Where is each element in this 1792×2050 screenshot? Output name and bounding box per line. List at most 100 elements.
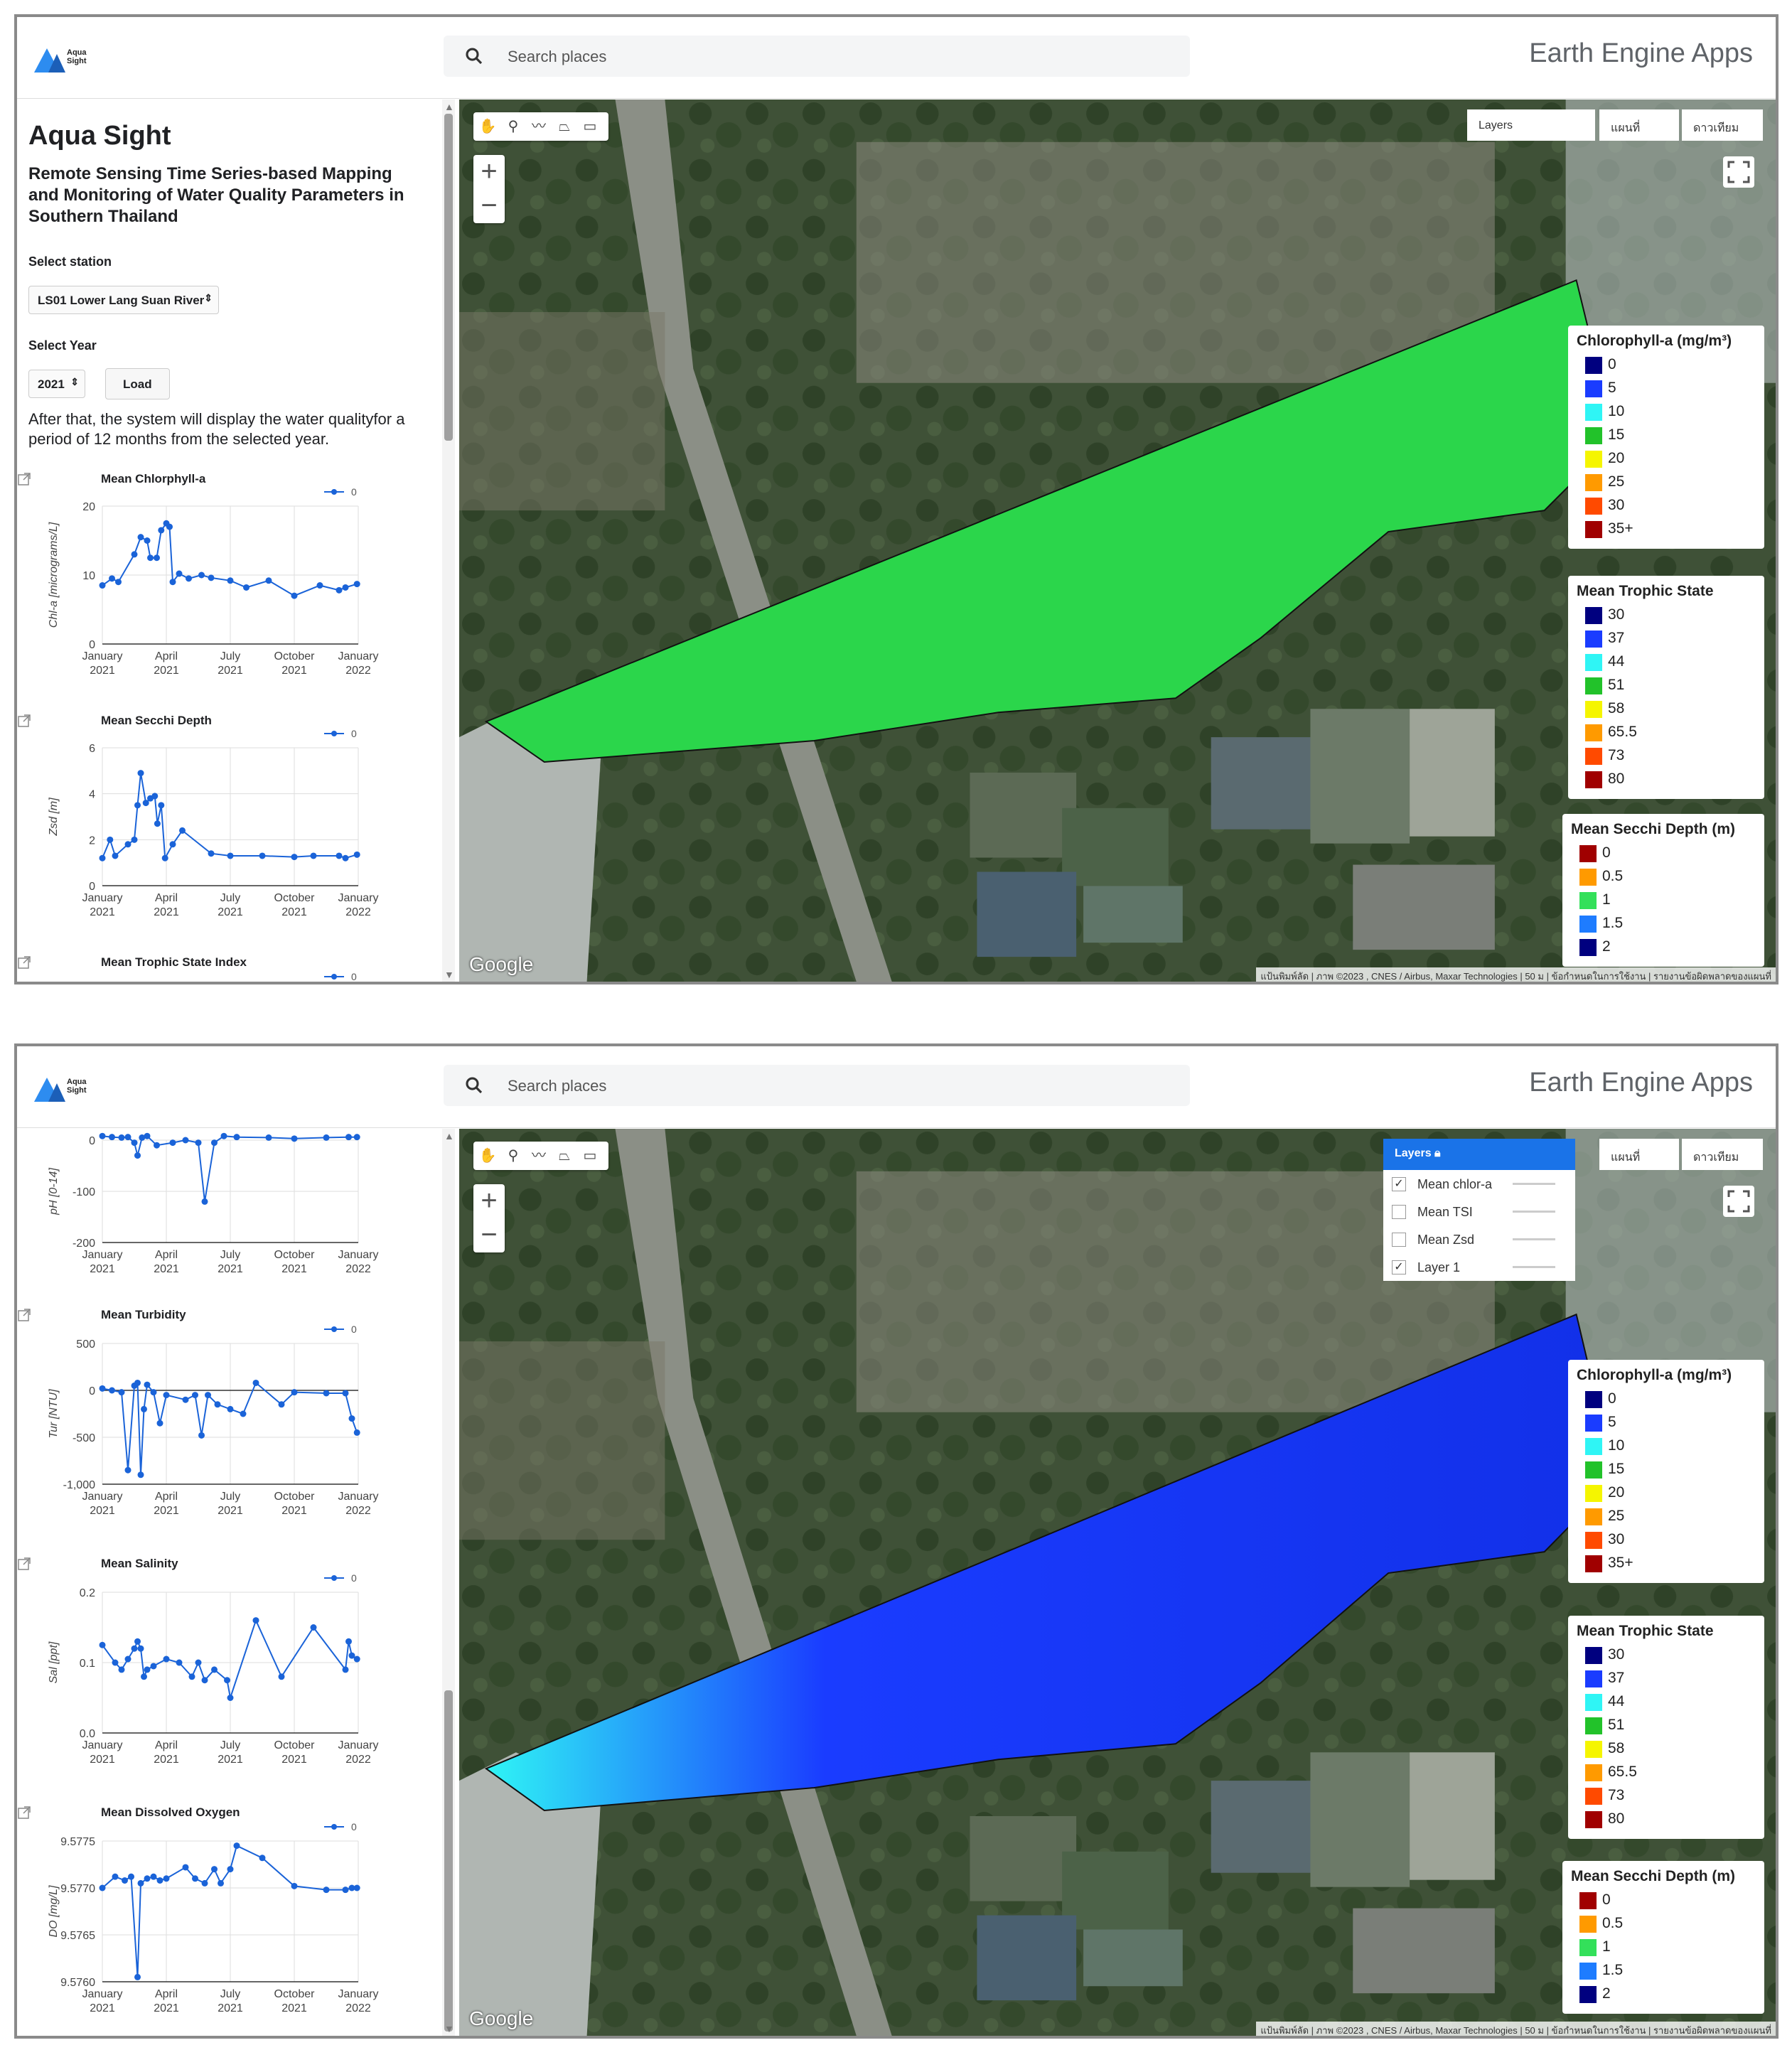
polygon-icon[interactable]: ⏢ [559,1148,570,1164]
side-panel: 0 -100 -200 January 2021 April 2021 July 2021 Oct… [17,1129,458,2036]
data-point [163,1875,170,1882]
x-tick-label: 2021 [218,665,243,677]
layer-checkbox[interactable]: ✓ [1392,1177,1406,1191]
map-view[interactable]: ✋ ⚲ 〰 ⏢ ▭ + − แผนที่ ดาวเทียม Layers 🔒︎ … [459,1129,1776,2036]
search-placeholder[interactable]: Search places [508,48,607,65]
layer-checkbox[interactable] [1392,1233,1406,1247]
data-point [220,1132,227,1139]
zoom-in-button[interactable]: + [481,1185,498,1216]
legend-value: 30 [1608,1531,1625,1547]
earth-engine-apps-brand[interactable]: Earth Engine Apps [1529,1068,1753,1098]
rectangle-icon[interactable]: ▭ [583,1148,597,1164]
data-point [144,537,151,544]
scroll-down-icon[interactable]: ▼ [444,969,454,980]
opacity-slider[interactable] [1513,1238,1555,1240]
legend-swatch [1579,916,1597,933]
x-tick-label: 2021 [154,1754,179,1766]
station-label: Select station [28,254,112,269]
load-button[interactable]: Load [105,368,170,399]
station-select[interactable]: LS01 Lower Lang Suan River ⇕ [28,286,219,314]
popout-icon[interactable] [17,714,31,728]
hand-icon[interactable]: ✋ [478,119,497,134]
layer-row[interactable]: Mean Zsd [1383,1225,1575,1253]
legend-row: 80 [1577,1808,1756,1832]
map-attribution[interactable]: แป้นพิมพ์ลัด | ภาพ ©2023 , CNES / Airbus… [1256,967,1776,982]
data-point [107,836,114,843]
panel-scrollbar[interactable]: ▲ ▼ [442,100,455,982]
map-type-satellite[interactable]: ดาวเทียม [1682,1139,1763,1170]
data-point [144,1875,151,1882]
scroll-up-icon[interactable]: ▲ [444,1130,454,1142]
legend-row: 65.5 [1577,721,1756,745]
legend-value: 0 [1608,356,1616,372]
y-tick-label: 0.1 [80,1658,95,1670]
polygon-icon[interactable]: ⏢ [559,119,570,134]
search-placeholder[interactable]: Search places [508,1077,607,1095]
legend-value: 30 [1608,1646,1625,1663]
scrollbar-thumb[interactable] [444,1690,453,2032]
zoom-out-button[interactable]: − [481,190,498,221]
layer-checkbox[interactable]: ✓ [1392,1260,1406,1274]
data-point [137,1645,144,1652]
marker-icon[interactable]: ⚲ [508,1148,519,1164]
popout-icon[interactable] [17,955,31,970]
legend-swatch [1585,357,1602,374]
scrollbar-thumb[interactable] [444,114,453,441]
popout-icon[interactable] [17,1557,31,1571]
data-point [198,1432,205,1439]
x-tick-label: 2021 [281,2002,307,2014]
map-type-map[interactable]: แผนที่ [1599,109,1679,141]
legend-value: 65.5 [1608,1764,1637,1780]
layer-checkbox[interactable] [1392,1205,1406,1219]
earth-engine-apps-brand[interactable]: Earth Engine Apps [1529,38,1753,68]
data-point [124,1655,132,1663]
legend-swatch [1585,1438,1602,1455]
map-type-satellite[interactable]: ดาวเทียม [1682,109,1763,141]
fullscreen-button[interactable] [1723,156,1754,188]
x-tick-label: 2021 [218,906,243,918]
map-view[interactable]: ✋ ⚲ 〰 ⏢ ▭ + − Layers แผนที่ ดาวเทียม Chl… [459,100,1776,982]
legend-marker [331,731,337,736]
line-icon[interactable]: 〰 [532,119,546,134]
layer-row[interactable]: ✓ Mean chlor-a [1383,1170,1575,1198]
scroll-up-icon[interactable]: ▲ [444,101,454,112]
popout-icon[interactable] [17,472,31,486]
rectangle-icon[interactable]: ▭ [583,119,597,134]
legend-swatch [1585,1811,1602,1828]
opacity-slider[interactable] [1513,1211,1555,1213]
data-point [342,584,349,591]
layer-row[interactable]: ✓ Layer 1 [1383,1253,1575,1281]
data-point [112,1659,119,1666]
hand-icon[interactable]: ✋ [478,1148,497,1164]
search-box[interactable]: Search places [444,1065,1190,1106]
x-tick-label: January [338,1249,379,1261]
layers-button[interactable]: Layers [1467,109,1595,141]
data-point [134,1973,141,1980]
year-select[interactable]: 2021 ⇕ [28,370,85,398]
map-type-map[interactable]: แผนที่ [1599,1139,1679,1170]
marker-icon[interactable]: ⚲ [508,119,519,134]
legend-swatch [1579,845,1597,862]
y-tick-label: 0 [89,1385,95,1397]
opacity-slider[interactable] [1513,1266,1555,1268]
line-icon[interactable]: 〰 [532,1148,546,1164]
layer-row[interactable]: Mean TSI [1383,1198,1575,1225]
legend-value: 0 [1602,844,1611,861]
opacity-slider[interactable] [1513,1183,1555,1185]
fullscreen-button[interactable] [1723,1186,1754,1217]
chart-legend-svg: 0 [324,971,357,982]
search-box[interactable]: Search places [444,36,1190,77]
layers-panel-header[interactable]: Layers 🔒︎ [1383,1139,1575,1170]
scroll-down-icon[interactable]: ▼ [444,2023,454,2034]
legend-row: 1 [1571,1936,1756,1960]
popout-icon[interactable] [17,1805,31,1820]
popout-icon[interactable] [17,1308,31,1322]
legend-row: 2 [1571,1983,1756,2007]
data-point [259,1855,266,1862]
legend-value: 1 [1602,891,1611,908]
zoom-out-button[interactable]: − [481,1219,498,1250]
zoom-in-button[interactable]: + [481,156,498,187]
panel-scrollbar[interactable]: ▲ ▼ [442,1129,455,2036]
data-point [141,1405,147,1412]
map-attribution[interactable]: แป้นพิมพ์ลัด | ภาพ ©2023 , CNES / Airbus… [1256,2022,1776,2036]
